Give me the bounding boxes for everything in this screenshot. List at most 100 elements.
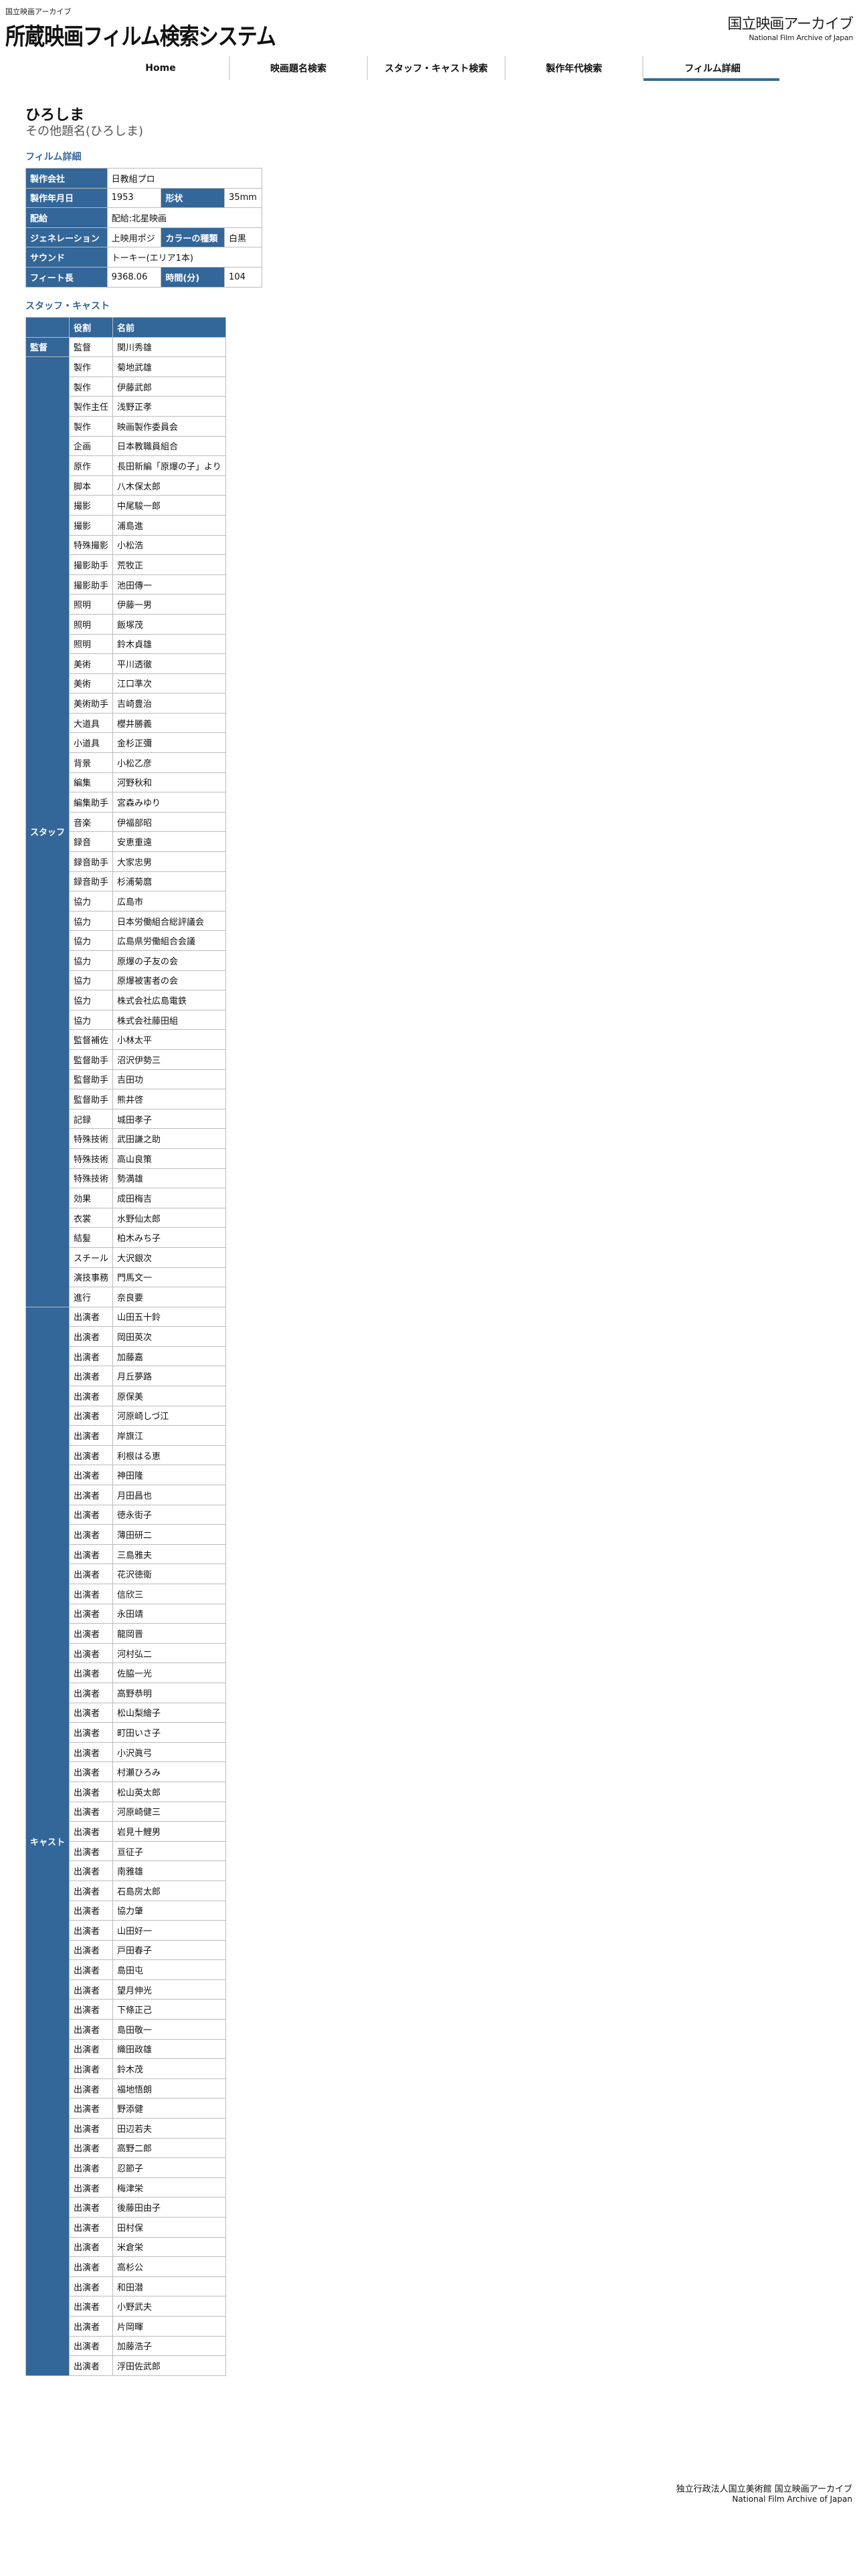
name-cell[interactable]: 奈良要: [112, 1287, 226, 1307]
name-cell[interactable]: 加藤嘉: [112, 1346, 226, 1367]
name-cell[interactable]: 門馬文一: [112, 1267, 226, 1288]
name-cell[interactable]: 原爆の子友の会: [112, 950, 226, 971]
name-cell[interactable]: 伊藤武郎: [112, 376, 226, 397]
name-cell[interactable]: 山田五十鈴: [112, 1306, 226, 1327]
name-cell[interactable]: 日本教職員組合: [112, 435, 226, 457]
name-cell[interactable]: 下條正己: [112, 1999, 226, 2020]
name-cell[interactable]: 信欣三: [112, 1584, 226, 1604]
name-cell[interactable]: 平川透徹: [112, 653, 226, 674]
name-cell[interactable]: 広島県労働組合会議: [112, 930, 226, 951]
name-cell[interactable]: 関川秀雄: [112, 336, 226, 358]
name-cell[interactable]: 吉田功: [112, 1069, 226, 1090]
name-cell[interactable]: 福地悟朗: [112, 2078, 226, 2099]
name-cell[interactable]: 日本労働組合総評議会: [112, 910, 226, 932]
name-cell[interactable]: 柏木みち子: [112, 1227, 226, 1248]
name-cell[interactable]: 織田政雄: [112, 2038, 226, 2060]
name-cell[interactable]: 大家忠男: [112, 851, 226, 872]
name-cell[interactable]: 吉崎豊治: [112, 693, 226, 714]
name-cell[interactable]: 浮田佐武郎: [112, 2355, 226, 2376]
name-cell[interactable]: 株式会社広島電鉄: [112, 990, 226, 1010]
name-cell[interactable]: 戸田春子: [112, 1939, 226, 1961]
name-cell[interactable]: 松山梨繪子: [112, 1702, 226, 1723]
name-cell[interactable]: 片岡暉: [112, 2315, 226, 2337]
site-title[interactable]: 所蔵映画フィルム検索システム: [5, 23, 276, 51]
name-cell[interactable]: 田辺若夫: [112, 2118, 226, 2139]
name-cell[interactable]: 山田好一: [112, 1920, 226, 1941]
name-cell[interactable]: 江口準次: [112, 673, 226, 694]
name-cell[interactable]: 月丘夢路: [112, 1366, 226, 1387]
name-cell[interactable]: 徳永街子: [112, 1504, 226, 1525]
name-cell[interactable]: 加藤浩子: [112, 2335, 226, 2357]
name-cell[interactable]: 原保美: [112, 1386, 226, 1406]
name-cell[interactable]: 勢満雄: [112, 1168, 226, 1189]
name-cell[interactable]: 石島房太郎: [112, 1880, 226, 1901]
name-cell[interactable]: 小林太平: [112, 1029, 226, 1050]
name-cell[interactable]: 浦島進: [112, 514, 226, 536]
name-cell[interactable]: 野添健: [112, 2098, 226, 2119]
name-cell[interactable]: 町田いさ子: [112, 1722, 226, 1743]
name-cell[interactable]: 高杉公: [112, 2256, 226, 2277]
name-cell[interactable]: 神田隆: [112, 1465, 226, 1486]
name-cell[interactable]: 龍岡晋: [112, 1623, 226, 1644]
name-cell[interactable]: 宮森みゆり: [112, 792, 226, 813]
name-cell[interactable]: 安恵重遠: [112, 831, 226, 853]
name-cell[interactable]: 松山英太郎: [112, 1781, 226, 1802]
name-cell[interactable]: 原爆被害者の会: [112, 970, 226, 991]
name-cell[interactable]: 水野仙太郎: [112, 1207, 226, 1228]
name-cell[interactable]: 岡田英次: [112, 1326, 226, 1347]
name-cell[interactable]: 河原崎健三: [112, 1801, 226, 1822]
name-cell[interactable]: 中尾駿一郎: [112, 495, 226, 516]
name-cell[interactable]: 田村保: [112, 2217, 226, 2238]
name-cell[interactable]: 鈴木茂: [112, 2058, 226, 2079]
name-cell[interactable]: 熊井啓: [112, 1089, 226, 1109]
name-cell[interactable]: 和田潜: [112, 2276, 226, 2297]
nav-staff-cast-search[interactable]: スタッフ・キャスト検索: [368, 56, 506, 80]
name-cell[interactable]: 忍節子: [112, 2157, 226, 2178]
name-cell[interactable]: 浅野正孝: [112, 396, 226, 417]
name-cell[interactable]: 河野秋和: [112, 772, 226, 793]
name-cell[interactable]: 村瀬ひろみ: [112, 1761, 226, 1782]
name-cell[interactable]: 島田屯: [112, 1959, 226, 1980]
name-cell[interactable]: 後藤田由子: [112, 2197, 226, 2218]
name-cell[interactable]: 大沢銀次: [112, 1247, 226, 1268]
name-cell[interactable]: 高野恭明: [112, 1682, 226, 1703]
name-cell[interactable]: 八木保太郎: [112, 475, 226, 496]
name-cell[interactable]: 杉浦菊麿: [112, 871, 226, 892]
name-cell[interactable]: 飯塚茂: [112, 613, 226, 635]
name-cell[interactable]: 武田謙之助: [112, 1128, 226, 1149]
name-cell[interactable]: 成田梅吉: [112, 1188, 226, 1208]
name-cell[interactable]: 永田靖: [112, 1603, 226, 1624]
name-cell[interactable]: 佐脇一光: [112, 1662, 226, 1683]
name-cell[interactable]: 花沢徳衛: [112, 1564, 226, 1584]
name-cell[interactable]: 小松浩: [112, 534, 226, 556]
name-cell[interactable]: 菊地武雄: [112, 356, 226, 377]
nav-home[interactable]: Home: [92, 56, 230, 80]
name-cell[interactable]: 小沢眞弓: [112, 1741, 226, 1763]
name-cell[interactable]: 鈴木貞雄: [112, 633, 226, 655]
name-cell[interactable]: 金杉正彌: [112, 732, 226, 754]
archive-logo[interactable]: 国立映画アーカイブ National Film Archive of Japan: [727, 12, 854, 42]
name-cell[interactable]: 岩見十鯉男: [112, 1821, 226, 1842]
name-cell[interactable]: 広島市: [112, 891, 226, 911]
name-cell[interactable]: 河原崎しづ江: [112, 1405, 226, 1426]
name-cell[interactable]: 高野二郎: [112, 2137, 226, 2159]
name-cell[interactable]: 月田昌也: [112, 1485, 226, 1505]
nav-film-detail[interactable]: フィルム詳細: [684, 64, 741, 74]
name-cell[interactable]: 櫻井勝義: [112, 712, 226, 734]
name-cell[interactable]: 亘征子: [112, 1840, 226, 1862]
name-cell[interactable]: 沼沢伊勢三: [112, 1049, 226, 1070]
name-cell[interactable]: 島田敬一: [112, 2019, 226, 2040]
name-cell[interactable]: 三島雅夫: [112, 1543, 226, 1565]
name-cell[interactable]: 伊藤一男: [112, 594, 226, 615]
name-cell[interactable]: 利根はる恵: [112, 1444, 226, 1466]
name-cell[interactable]: 協力肇: [112, 1900, 226, 1921]
name-cell[interactable]: 梅津栄: [112, 2177, 226, 2198]
name-cell[interactable]: 岸旗江: [112, 1425, 226, 1446]
name-cell[interactable]: 薄田研二: [112, 1524, 226, 1545]
nav-year-search[interactable]: 製作年代検索: [506, 56, 644, 80]
name-cell[interactable]: 長田新編「原爆の子」より: [112, 455, 226, 476]
name-cell[interactable]: 米倉栄: [112, 2236, 226, 2258]
name-cell[interactable]: 望月伸光: [112, 1979, 226, 2000]
name-cell[interactable]: 映画製作委員会: [112, 415, 226, 437]
name-cell[interactable]: 池田傳一: [112, 574, 226, 595]
